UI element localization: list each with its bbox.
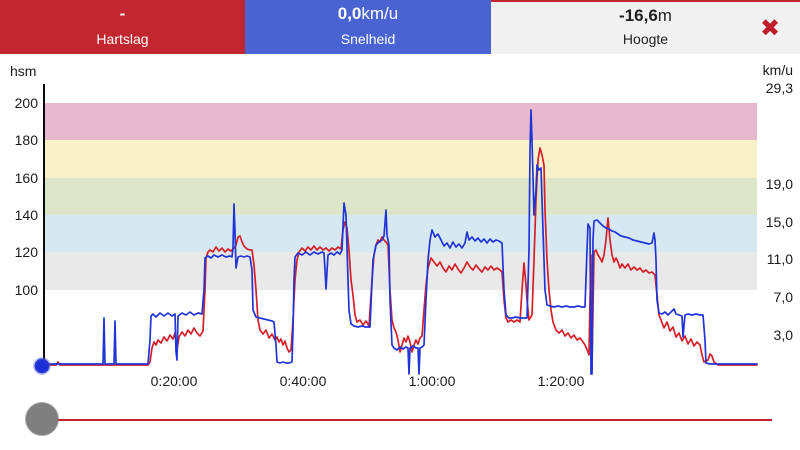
left-axis-title: hsm <box>10 63 37 79</box>
close-button[interactable]: ✖ <box>754 13 786 45</box>
snelheid-tile[interactable]: 0,0km/u Snelheid <box>245 0 491 54</box>
left-axis-tick: 160 <box>14 170 38 186</box>
right-axis-tick: 15,0 <box>765 214 793 230</box>
x-axis-tick: 0:20:00 <box>150 373 198 389</box>
right-axis-title: km/u <box>762 62 793 78</box>
snelheid-value: 0,0 <box>337 4 362 23</box>
scrubber-handle[interactable] <box>26 403 58 435</box>
left-axis-tick: 140 <box>14 207 38 223</box>
right-axis-tick: 11,0 <box>766 251 793 267</box>
x-axis-tick: 0:40:00 <box>279 373 327 389</box>
left-axis-tick: 100 <box>14 282 38 298</box>
right-axis-tick: 3,0 <box>773 327 793 343</box>
zone-160-180 <box>45 140 757 178</box>
right-axis-tick: 7,0 <box>773 289 793 305</box>
metric-header: - Hartslag 0,0km/u Snelheid -16,6m Hoogt… <box>0 0 800 54</box>
left-axis-tick: 200 <box>14 95 38 111</box>
chart-area[interactable]: hsm km/u 200 180 160 140 120 100 29,3 19,0 15,0 11,… <box>0 54 800 394</box>
x-axis-tick: 1:00:00 <box>408 373 456 389</box>
hoogte-unit: m <box>657 6 672 25</box>
hoogte-label: Hoogte <box>622 31 669 47</box>
scrubber-track[interactable] <box>57 419 772 421</box>
zone-120-140 <box>45 215 757 252</box>
hartslag-value: - <box>119 4 126 23</box>
left-axis-tick: 180 <box>14 132 38 148</box>
hartslag-line <box>44 147 758 371</box>
x-axis-tick: 1:20:00 <box>537 373 585 389</box>
right-axis-tick: 29,3 <box>765 80 793 96</box>
hartslag-label: Hartslag <box>96 31 149 47</box>
close-icon: ✖ <box>759 15 781 42</box>
snelheid-label: Snelheid <box>340 31 396 47</box>
left-axis-tick: 120 <box>14 244 38 260</box>
hartslag-tile[interactable]: - Hartslag <box>0 0 245 54</box>
chart-svg[interactable] <box>0 54 800 450</box>
zone-100-120 <box>45 252 757 290</box>
zone-140-160 <box>45 178 757 215</box>
hoogte-tile[interactable]: -16,6m Hoogte ✖ <box>491 0 800 54</box>
zone-180-200 <box>45 103 757 140</box>
snelheid-unit: km/u <box>361 4 399 23</box>
position-marker[interactable] <box>33 357 51 375</box>
right-axis-tick: 19,0 <box>765 176 793 192</box>
snelheid-line <box>44 109 758 375</box>
timeline-scrubber <box>0 394 800 450</box>
hoogte-value: -16,6 <box>619 6 658 25</box>
